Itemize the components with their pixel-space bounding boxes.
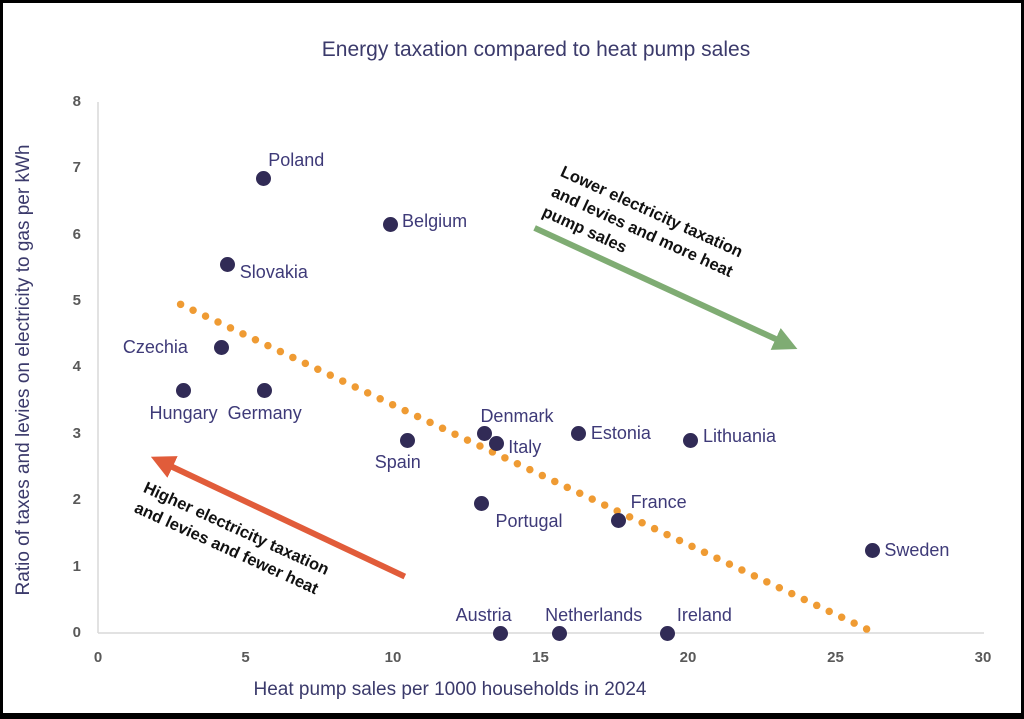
data-point-lithuania <box>683 432 699 448</box>
y-tick-label-7: 7 <box>72 159 81 177</box>
y-tick-label-8: 8 <box>72 92 81 110</box>
x-tick-label-20: 20 <box>679 649 697 666</box>
point-label-poland: Poland <box>268 150 325 171</box>
data-point-portugal <box>474 496 489 512</box>
trendline <box>176 300 872 634</box>
annotation-arrow-lower-taxation <box>533 225 798 350</box>
data-point-hungary <box>176 383 192 399</box>
data-point-austria <box>493 625 509 641</box>
y-tick-label-2: 2 <box>72 491 81 509</box>
point-label-belgium: Belgium <box>402 211 468 232</box>
data-point-netherlands <box>552 625 568 641</box>
data-point-italy <box>488 436 504 452</box>
x-tick-label-15: 15 <box>532 649 549 666</box>
point-label-czechia: Czechia <box>122 336 188 357</box>
data-point-estonia <box>571 426 587 442</box>
point-label-lithuania: Lithuania <box>702 425 777 446</box>
data-point-czechia <box>214 339 230 355</box>
point-label-sweden: Sweden <box>884 539 950 560</box>
point-label-estonia: Estonia <box>590 423 651 444</box>
x-tick-label-10: 10 <box>384 649 402 666</box>
point-label-netherlands: Netherlands <box>545 605 643 625</box>
data-point-poland <box>255 170 271 186</box>
chart-title: Energy taxation compared to heat pump sa… <box>321 38 751 61</box>
point-label-denmark: Denmark <box>480 405 554 426</box>
data-point-spain <box>400 432 416 448</box>
y-tick-label-0: 0 <box>72 624 81 641</box>
point-label-ireland: Ireland <box>676 605 732 625</box>
point-label-austria: Austria <box>455 605 512 625</box>
data-point-germany <box>257 383 273 399</box>
point-label-slovakia: Slovakia <box>239 261 308 282</box>
data-point-denmark <box>476 426 492 442</box>
plot-canvas <box>97 102 984 634</box>
y-tick-label-1: 1 <box>72 557 81 575</box>
data-point-slovakia <box>220 256 236 272</box>
x-tick-label-0: 0 <box>93 649 103 666</box>
y-tick-label-6: 6 <box>72 225 81 243</box>
y-tick-label-3: 3 <box>72 424 81 442</box>
x-axis-title: Heat pump sales per 1000 households in 2… <box>253 679 647 700</box>
annotation-arrow-higher-taxation <box>150 456 407 580</box>
data-point-belgium <box>382 217 398 233</box>
point-label-spain: Spain <box>374 452 421 473</box>
data-point-ireland <box>659 625 675 641</box>
y-tick-label-4: 4 <box>72 358 81 376</box>
point-label-portugal: Portugal <box>495 510 563 531</box>
point-label-germany: Germany <box>227 402 302 423</box>
x-tick-label-5: 5 <box>241 649 250 666</box>
data-point-france <box>611 512 627 528</box>
data-point-sweden <box>864 542 880 558</box>
y-tick-label-5: 5 <box>72 292 81 309</box>
point-label-italy: Italy <box>508 437 542 458</box>
x-tick-label-25: 25 <box>827 649 844 666</box>
x-tick-label-30: 30 <box>974 649 992 666</box>
point-label-france: France <box>630 492 687 513</box>
point-label-hungary: Hungary <box>149 402 218 423</box>
